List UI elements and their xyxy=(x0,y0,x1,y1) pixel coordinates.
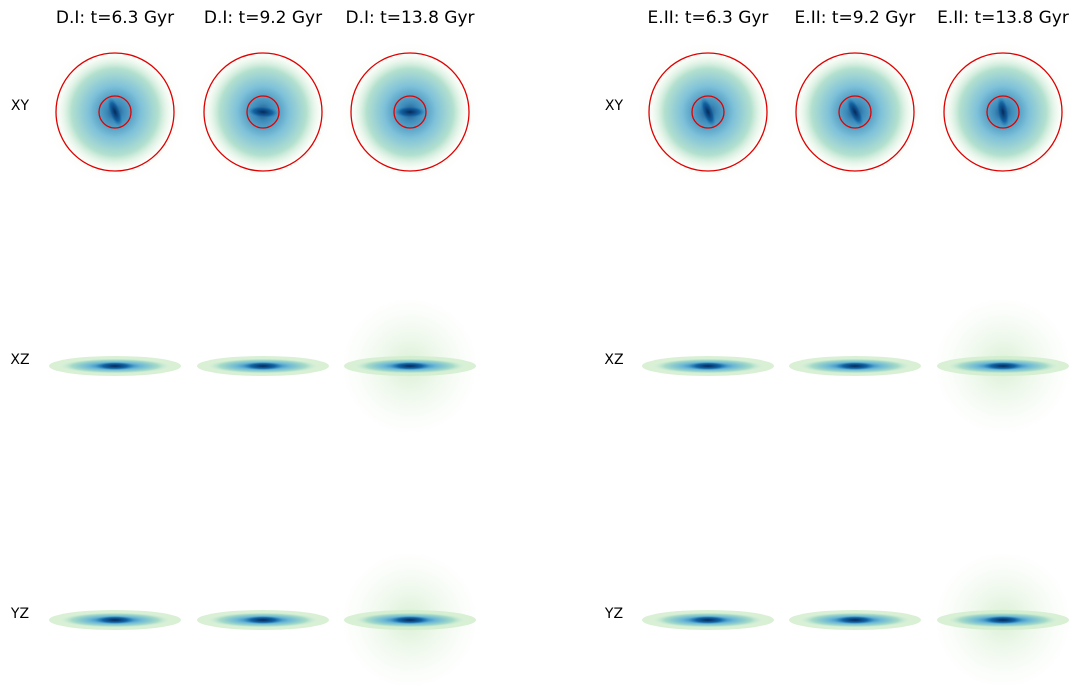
row-label: YZ xyxy=(604,606,623,622)
inner-ring xyxy=(986,95,1020,129)
inner-ring xyxy=(393,95,427,129)
outer-ring xyxy=(55,52,175,172)
row-label: XZ xyxy=(604,352,623,368)
outer-ring xyxy=(648,52,768,172)
column-title: E.II: t=9.2 Gyr xyxy=(795,8,916,28)
bar xyxy=(846,97,864,127)
edge-on-core xyxy=(390,362,430,370)
edge-on-core xyxy=(688,616,728,624)
column-title: D.I: t=9.2 Gyr xyxy=(204,8,322,28)
column-title: D.I: t=6.3 Gyr xyxy=(56,8,174,28)
edge-on-core xyxy=(95,362,135,370)
row-label: XY xyxy=(605,98,624,114)
column-title: D.I: t=13.8 Gyr xyxy=(345,8,474,28)
bar xyxy=(394,106,426,118)
edge-on-core xyxy=(983,362,1023,370)
bar xyxy=(107,96,123,128)
outer-ring xyxy=(350,52,470,172)
row-label: YZ xyxy=(10,606,29,622)
edge-on-core xyxy=(243,616,283,624)
outer-ring xyxy=(943,52,1063,172)
inner-ring xyxy=(838,95,872,129)
row-label: XY xyxy=(11,98,30,114)
edge-on-core xyxy=(983,616,1023,624)
edge-on-core xyxy=(835,362,875,370)
inner-ring xyxy=(691,95,725,129)
outer-ring xyxy=(795,52,915,172)
inner-ring xyxy=(246,95,280,129)
column-title: E.II: t=6.3 Gyr xyxy=(648,8,769,28)
inner-ring xyxy=(98,95,132,129)
row-label: XZ xyxy=(10,352,29,368)
edge-on-core xyxy=(95,616,135,624)
edge-on-core xyxy=(243,362,283,370)
bar xyxy=(247,105,279,119)
edge-on-core xyxy=(390,616,430,624)
bar xyxy=(700,96,716,128)
outer-ring xyxy=(203,52,323,172)
bar xyxy=(996,96,1010,128)
edge-on-core xyxy=(835,616,875,624)
column-title: E.II: t=13.8 Gyr xyxy=(937,8,1069,28)
edge-on-core xyxy=(688,362,728,370)
